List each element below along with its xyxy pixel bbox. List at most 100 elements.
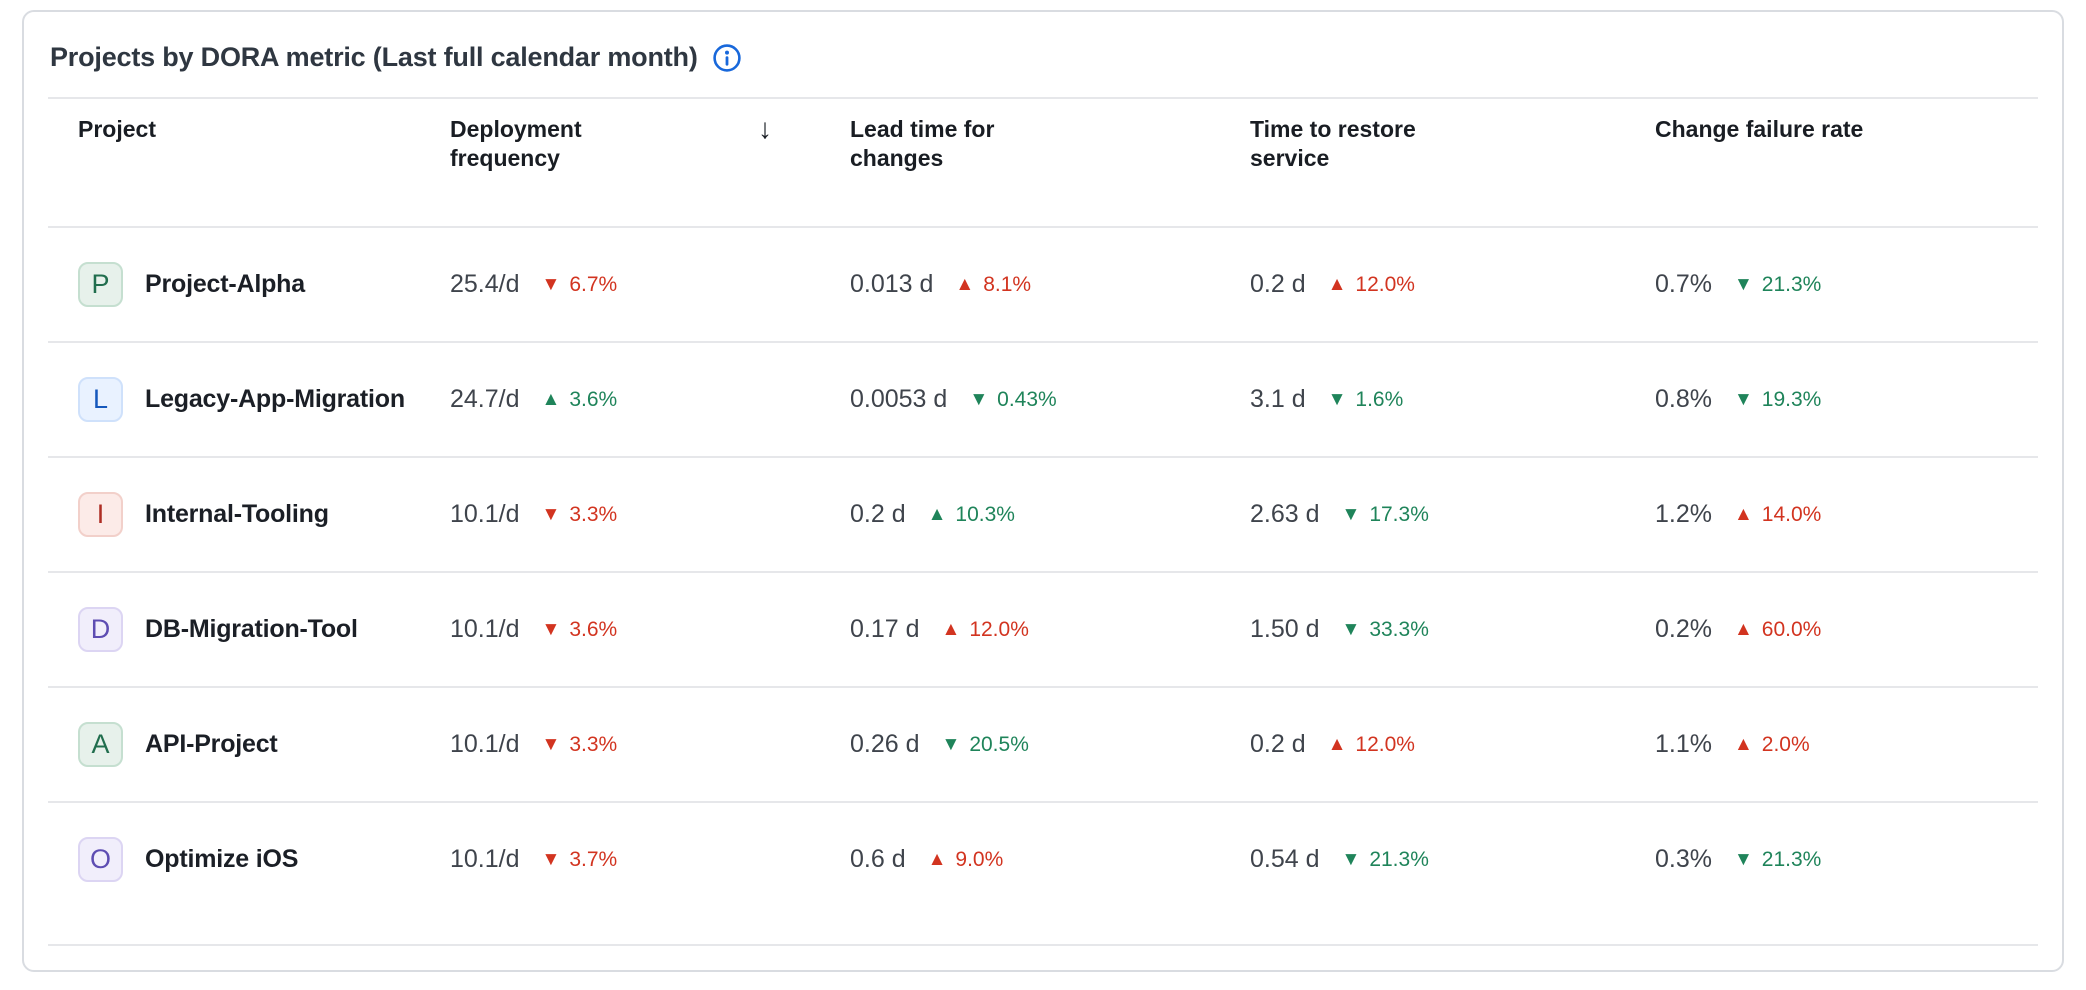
trend-delta: 3.3% bbox=[569, 502, 618, 526]
metric-value: 10.1/d bbox=[450, 845, 520, 873]
project-cell: L Legacy-App-Migration bbox=[48, 377, 450, 422]
column-header-label: Deployment frequency bbox=[450, 116, 582, 171]
project-avatar: L bbox=[78, 377, 123, 422]
trend-arrow-icon: ▼ bbox=[1733, 274, 1753, 295]
trend-indicator: ▼ 21.3% bbox=[1734, 273, 1821, 297]
trend-delta: 12.0% bbox=[969, 617, 1029, 641]
cell-time-to-restore: 2.63 d ▼ 17.3% bbox=[1250, 500, 1655, 529]
metric-value: 3.1 d bbox=[1250, 385, 1306, 413]
table-body: P Project-Alpha 25.4/d ▼ 6.7% 0.013 d ▲ … bbox=[48, 226, 2038, 916]
trend-indicator: ▼ 21.3% bbox=[1734, 848, 1821, 872]
trend-arrow-icon: ▲ bbox=[541, 389, 561, 410]
table-row[interactable]: O Optimize iOS 10.1/d ▼ 3.7% 0.6 d ▲ 9.0… bbox=[48, 801, 2038, 916]
trend-delta: 0.43% bbox=[997, 387, 1057, 411]
metric-value: 0.013 d bbox=[850, 270, 934, 298]
trend-delta: 12.0% bbox=[1355, 272, 1415, 296]
cell-deployment-frequency: 24.7/d ▲ 3.6% bbox=[450, 385, 850, 414]
trend-arrow-icon: ▲ bbox=[1733, 734, 1753, 755]
card-title: Projects by DORA metric (Last full calen… bbox=[50, 42, 698, 72]
trend-arrow-icon: ▲ bbox=[1327, 274, 1347, 295]
column-header-project[interactable]: Project bbox=[48, 115, 450, 144]
metric-value: 24.7/d bbox=[450, 385, 520, 413]
trend-delta: 6.7% bbox=[569, 272, 618, 296]
trend-arrow-icon: ▲ bbox=[1327, 734, 1347, 755]
cell-lead-time: 0.013 d ▲ 8.1% bbox=[850, 270, 1250, 299]
project-name[interactable]: Legacy-App-Migration bbox=[145, 385, 405, 413]
project-cell: D DB-Migration-Tool bbox=[48, 607, 450, 652]
trend-delta: 19.3% bbox=[1761, 387, 1822, 411]
sort-descending-icon[interactable]: ↓ bbox=[758, 113, 772, 144]
trend-arrow-icon: ▼ bbox=[541, 274, 561, 295]
table-row[interactable]: I Internal-Tooling 10.1/d ▼ 3.3% 0.2 d ▲… bbox=[48, 456, 2038, 571]
cell-time-to-restore: 3.1 d ▼ 1.6% bbox=[1250, 385, 1655, 414]
trend-indicator: ▼ 33.3% bbox=[1342, 618, 1429, 642]
info-icon[interactable] bbox=[712, 43, 742, 73]
trend-indicator: ▲ 14.0% bbox=[1734, 503, 1821, 527]
trend-arrow-icon: ▼ bbox=[941, 734, 961, 755]
column-header-lead-time[interactable]: Lead time for changes bbox=[850, 115, 1250, 173]
metric-value: 0.2 d bbox=[1250, 270, 1306, 298]
dora-table: Project Deployment frequency ↓ Lead time… bbox=[48, 97, 2038, 946]
table-row[interactable]: L Legacy-App-Migration 24.7/d ▲ 3.6% 0.0… bbox=[48, 341, 2038, 456]
metric-value: 0.3% bbox=[1655, 845, 1712, 873]
metric-value: 10.1/d bbox=[450, 730, 520, 758]
metric-value: 0.0053 d bbox=[850, 385, 948, 413]
cell-time-to-restore: 0.54 d ▼ 21.3% bbox=[1250, 845, 1655, 874]
project-cell: P Project-Alpha bbox=[48, 262, 450, 307]
metric-value: 1.1% bbox=[1655, 730, 1712, 758]
project-avatar: D bbox=[78, 607, 123, 652]
cell-deployment-frequency: 10.1/d ▼ 3.3% bbox=[450, 500, 850, 529]
trend-arrow-icon: ▼ bbox=[541, 734, 561, 755]
project-cell: O Optimize iOS bbox=[48, 837, 450, 882]
trend-delta: 60.0% bbox=[1761, 617, 1822, 641]
table-row[interactable]: P Project-Alpha 25.4/d ▼ 6.7% 0.013 d ▲ … bbox=[48, 226, 2038, 341]
trend-arrow-icon: ▼ bbox=[541, 619, 561, 640]
project-name[interactable]: Project-Alpha bbox=[145, 270, 305, 298]
trend-indicator: ▼ 19.3% bbox=[1734, 388, 1821, 412]
trend-arrow-icon: ▼ bbox=[1733, 849, 1753, 870]
column-header-label: Lead time for changes bbox=[850, 116, 995, 171]
table-row[interactable]: D DB-Migration-Tool 10.1/d ▼ 3.6% 0.17 d… bbox=[48, 571, 2038, 686]
metric-value: 25.4/d bbox=[450, 270, 520, 298]
cell-change-failure-rate: 0.2% ▲ 60.0% bbox=[1655, 615, 2038, 644]
column-header-time-to-restore[interactable]: Time to restore service bbox=[1250, 115, 1655, 173]
trend-arrow-icon: ▼ bbox=[1341, 849, 1361, 870]
project-name[interactable]: DB-Migration-Tool bbox=[145, 615, 358, 643]
trend-indicator: ▼ 21.3% bbox=[1342, 848, 1429, 872]
trend-indicator: ▼ 1.6% bbox=[1328, 388, 1404, 412]
trend-arrow-icon: ▼ bbox=[1733, 389, 1753, 410]
trend-delta: 3.6% bbox=[569, 617, 618, 641]
project-avatar: A bbox=[78, 722, 123, 767]
trend-indicator: ▲ 3.6% bbox=[542, 388, 618, 412]
metric-value: 0.54 d bbox=[1250, 845, 1320, 873]
trend-arrow-icon: ▼ bbox=[1341, 619, 1361, 640]
project-name[interactable]: Optimize iOS bbox=[145, 845, 299, 873]
trend-delta: 9.0% bbox=[955, 847, 1004, 871]
trend-delta: 2.0% bbox=[1761, 732, 1810, 756]
trend-indicator: ▲ 12.0% bbox=[1328, 733, 1415, 757]
trend-delta: 21.3% bbox=[1761, 847, 1822, 871]
metric-value: 0.8% bbox=[1655, 385, 1712, 413]
cell-deployment-frequency: 25.4/d ▼ 6.7% bbox=[450, 270, 850, 299]
project-cell: A API-Project bbox=[48, 722, 450, 767]
column-header-deployment-frequency[interactable]: Deployment frequency ↓ bbox=[450, 113, 850, 173]
trend-indicator: ▲ 9.0% bbox=[928, 848, 1004, 872]
column-header-change-failure-rate[interactable]: Change failure rate bbox=[1655, 115, 2038, 144]
metric-value: 0.7% bbox=[1655, 270, 1712, 298]
trend-delta: 21.3% bbox=[1761, 272, 1822, 296]
trend-indicator: ▼ 17.3% bbox=[1342, 503, 1429, 527]
project-name[interactable]: API-Project bbox=[145, 730, 278, 758]
project-name[interactable]: Internal-Tooling bbox=[145, 500, 329, 528]
cell-time-to-restore: 0.2 d ▲ 12.0% bbox=[1250, 270, 1655, 299]
trend-arrow-icon: ▲ bbox=[955, 274, 975, 295]
trend-delta: 33.3% bbox=[1369, 617, 1429, 641]
cell-lead-time: 0.2 d ▲ 10.3% bbox=[850, 500, 1250, 529]
trend-arrow-icon: ▲ bbox=[927, 849, 947, 870]
cell-lead-time: 0.26 d ▼ 20.5% bbox=[850, 730, 1250, 759]
cell-change-failure-rate: 0.7% ▼ 21.3% bbox=[1655, 270, 2038, 299]
table-row[interactable]: A API-Project 10.1/d ▼ 3.3% 0.26 d ▼ 20.… bbox=[48, 686, 2038, 801]
trend-indicator: ▼ 3.3% bbox=[542, 733, 618, 757]
metric-value: 2.63 d bbox=[1250, 500, 1320, 528]
trend-delta: 1.6% bbox=[1355, 387, 1404, 411]
trend-delta: 20.5% bbox=[969, 732, 1029, 756]
